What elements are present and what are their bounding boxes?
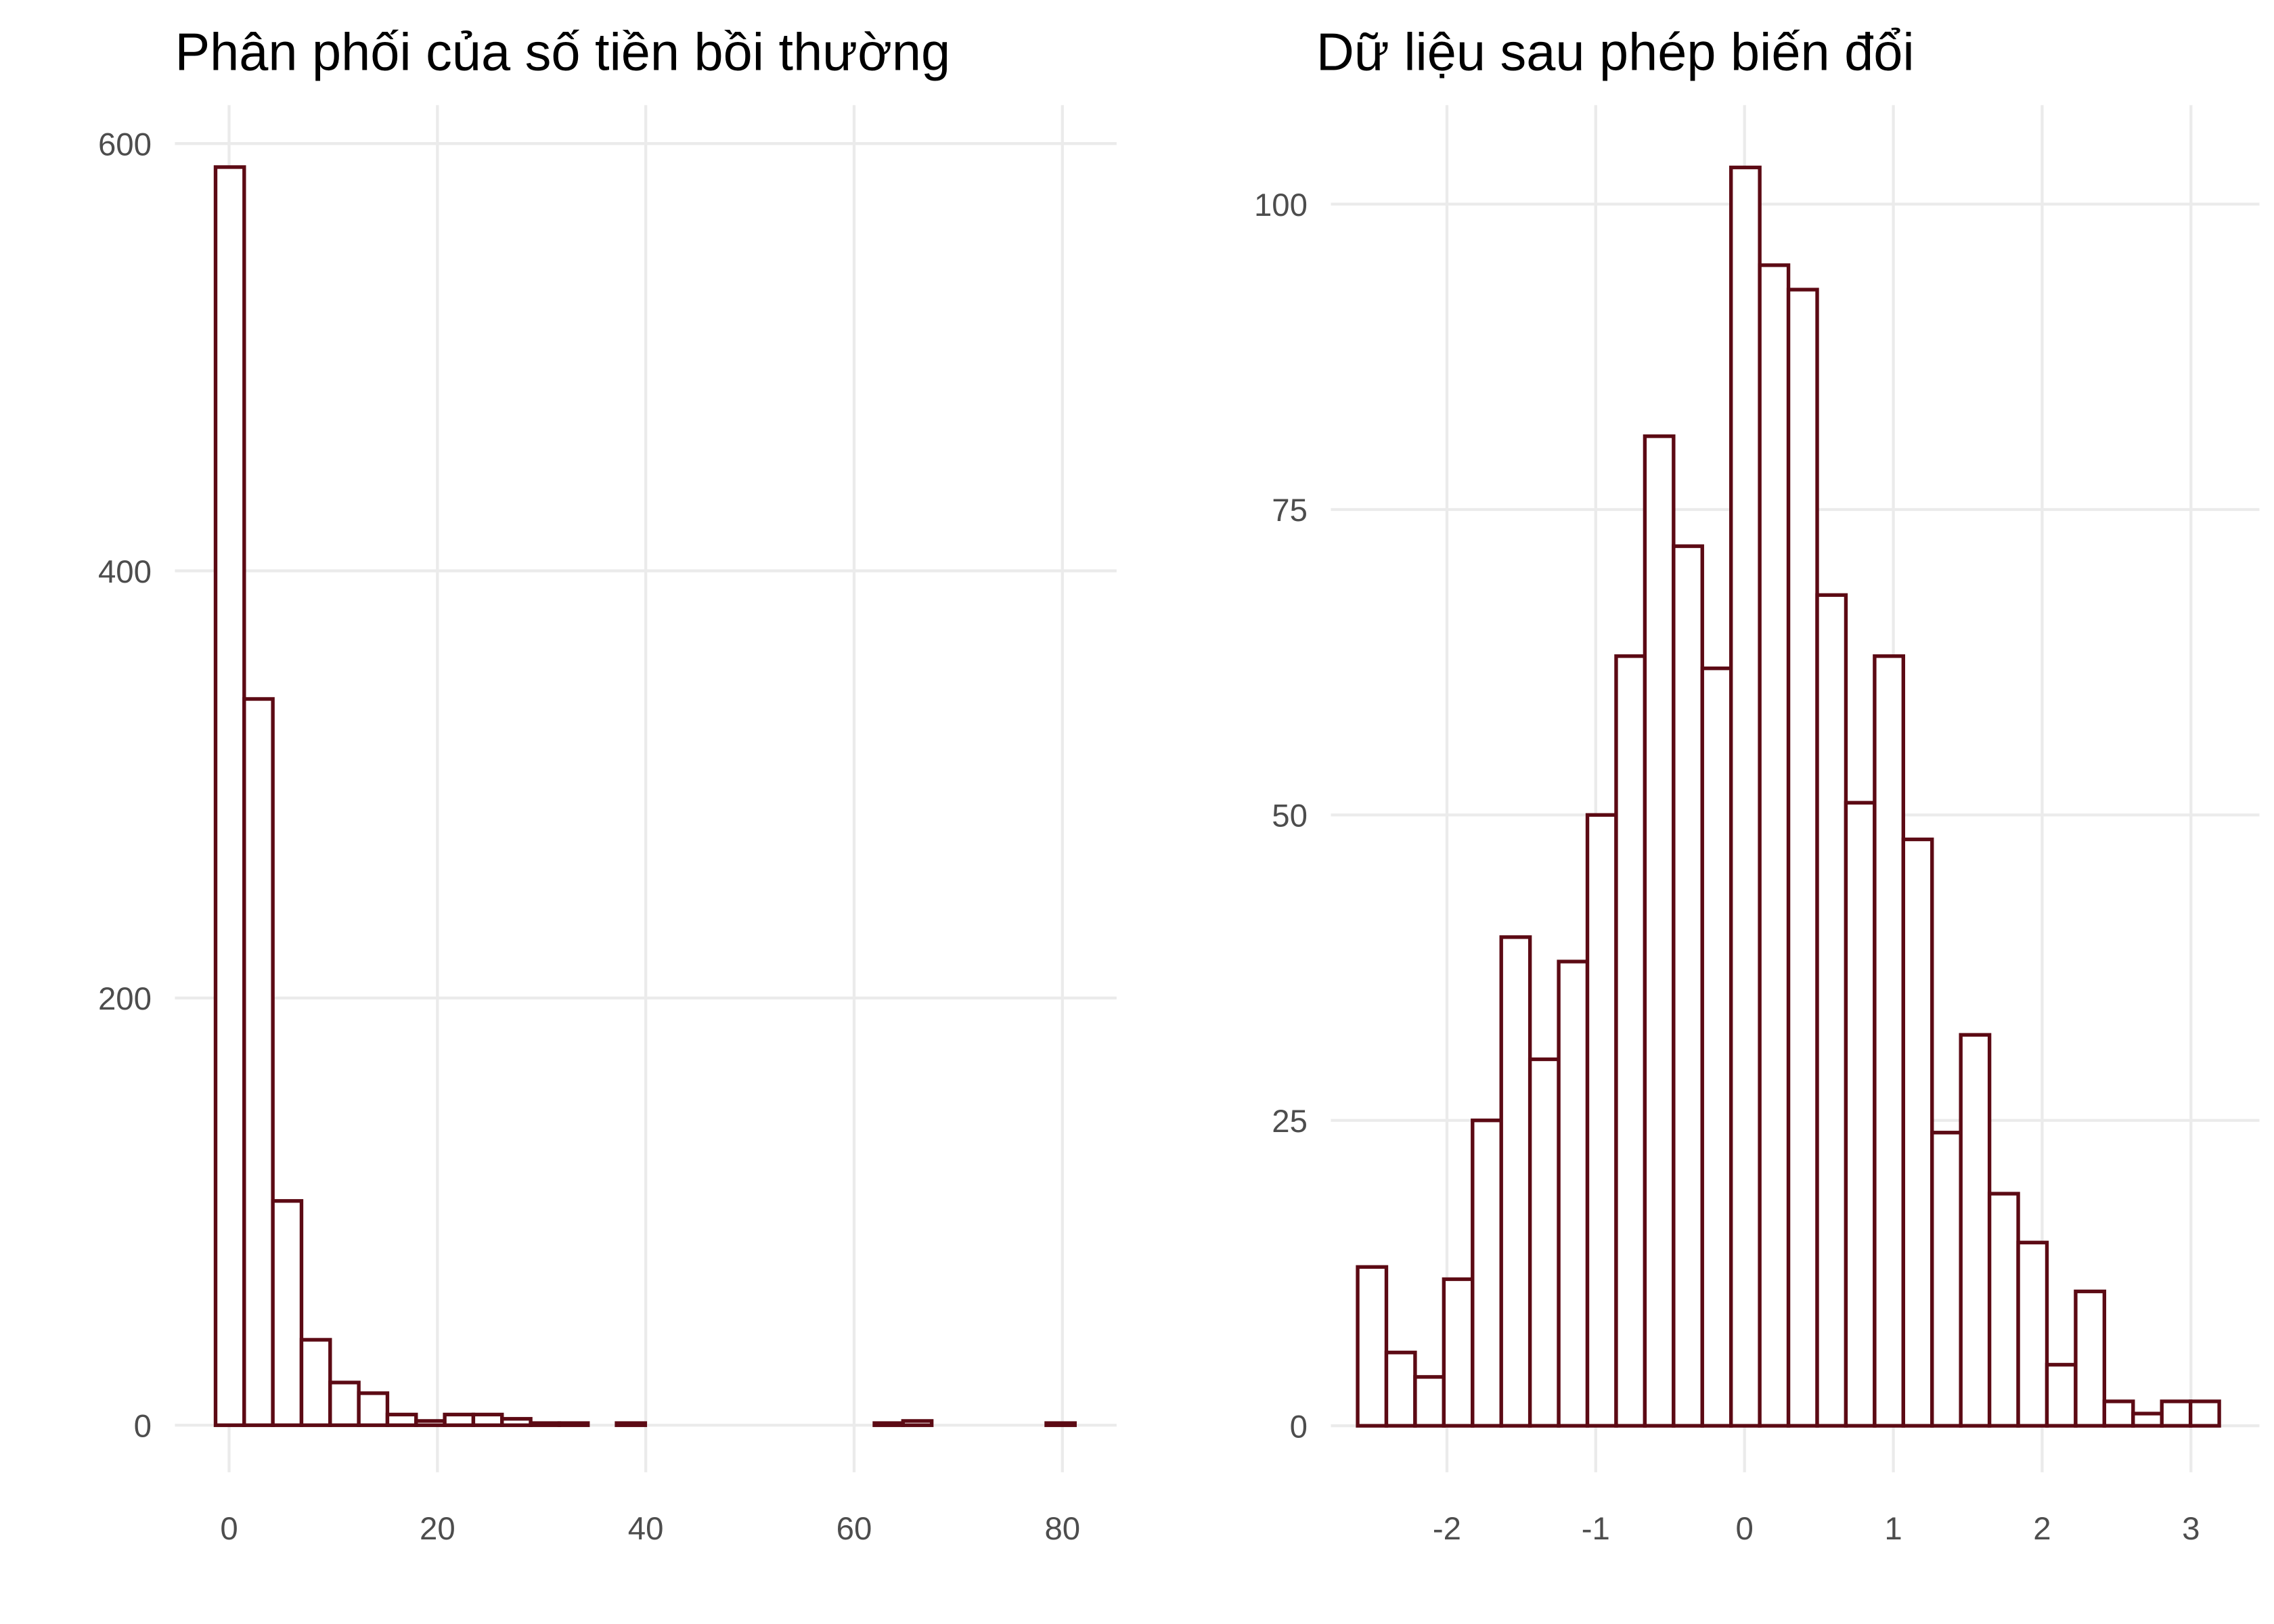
chart-title: Phân phối của số tiền bồi thường <box>175 24 950 82</box>
bar <box>1844 800 1877 1428</box>
bar <box>1499 935 1532 1428</box>
bar <box>2131 1412 2164 1428</box>
bar <box>1044 1421 1077 1427</box>
x-tick-label: 60 <box>837 1511 872 1547</box>
bar <box>1873 654 1906 1428</box>
bar <box>557 1421 590 1427</box>
bar <box>242 697 275 1427</box>
x-tick-label: -1 <box>1582 1511 1610 1547</box>
bar <box>1413 1375 1446 1428</box>
bar <box>328 1380 361 1427</box>
x-tick-label: 80 <box>1044 1511 1080 1547</box>
bar <box>901 1419 934 1427</box>
bar <box>1356 1265 1389 1428</box>
bar <box>1672 544 1704 1428</box>
bar <box>529 1421 562 1427</box>
bar <box>1815 593 1848 1428</box>
x-tick-label: 0 <box>220 1511 238 1547</box>
bar <box>1643 434 1676 1428</box>
bar <box>1384 1351 1417 1428</box>
x-tick-label: 3 <box>2182 1511 2200 1547</box>
bar <box>1528 1057 1561 1428</box>
y-tick-label: 400 <box>98 554 152 590</box>
y-tick-label: 600 <box>98 127 152 162</box>
bar <box>1930 1131 1963 1428</box>
bar <box>471 1412 504 1427</box>
x-tick-label: 1 <box>1884 1511 1902 1547</box>
bar <box>1700 667 1733 1428</box>
bar <box>1442 1277 1475 1428</box>
x-tick-label: 20 <box>420 1511 455 1547</box>
bar <box>1557 960 1590 1428</box>
bar <box>2074 1289 2107 1428</box>
x-tick-label: 2 <box>2033 1511 2051 1547</box>
y-tick-label: 100 <box>1254 187 1308 223</box>
bar <box>414 1419 447 1427</box>
y-tick-label: 0 <box>134 1408 152 1444</box>
bar <box>357 1391 390 1427</box>
bar <box>443 1412 476 1427</box>
y-tick-label: 50 <box>1272 798 1308 834</box>
bar <box>1786 288 1819 1428</box>
bar <box>2016 1240 2049 1428</box>
bar <box>1614 654 1647 1428</box>
bar <box>2188 1399 2221 1428</box>
bar <box>1959 1033 1992 1428</box>
y-tick-label: 200 <box>98 981 152 1017</box>
bar <box>271 1199 304 1427</box>
chart-title: Dữ liệu sau phép biến đổi <box>1316 24 1915 82</box>
bar <box>1585 813 1618 1428</box>
bar <box>299 1338 332 1427</box>
bar <box>2045 1363 2078 1428</box>
bar <box>2160 1399 2193 1428</box>
bar <box>2102 1399 2135 1428</box>
y-tick-label: 25 <box>1272 1104 1308 1140</box>
y-tick-label: 0 <box>1290 1409 1308 1445</box>
x-tick-label: -2 <box>1433 1511 1461 1547</box>
bar <box>1729 165 1762 1428</box>
bar <box>1758 263 1791 1428</box>
x-tick-label: 0 <box>1736 1511 1754 1547</box>
bar <box>615 1421 648 1427</box>
bar <box>1987 1192 2020 1428</box>
bar <box>500 1417 533 1427</box>
bar <box>385 1412 418 1427</box>
bar <box>1471 1119 1503 1428</box>
bar <box>213 165 246 1427</box>
y-tick-label: 75 <box>1272 493 1308 528</box>
bar <box>1901 837 1934 1428</box>
bar <box>872 1421 906 1427</box>
x-tick-label: 40 <box>628 1511 664 1547</box>
